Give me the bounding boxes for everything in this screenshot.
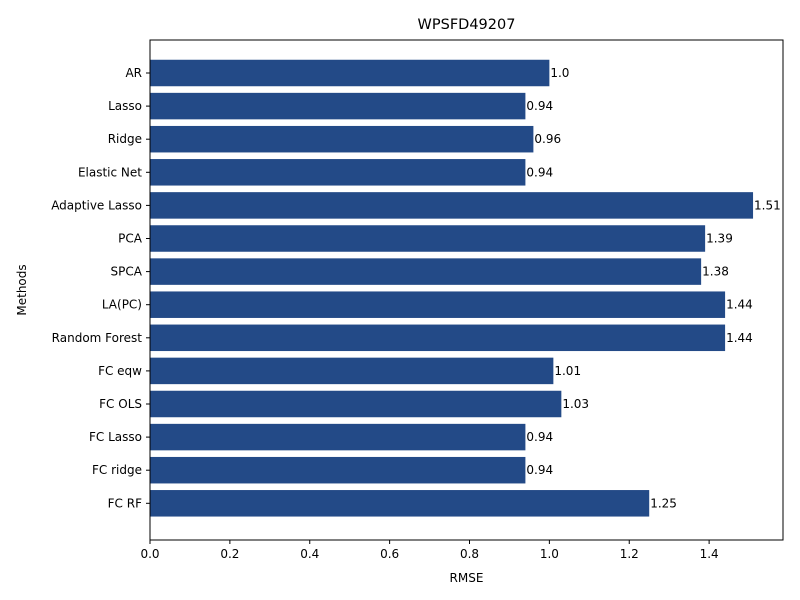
- y-axis-title: Methods: [15, 264, 29, 315]
- y-tick-label-fc-rf: FC RF: [108, 496, 142, 510]
- bar-ar: [150, 59, 550, 87]
- data-label-fc-eqw: 1.01: [554, 364, 581, 378]
- data-label-spca: 1.38: [702, 265, 729, 279]
- x-tick-label: 0.2: [220, 547, 239, 561]
- x-axis-title: RMSE: [450, 571, 484, 585]
- data-label-lasso: 0.94: [526, 99, 553, 113]
- y-tick-label-fc-lasso: FC Lasso: [89, 430, 142, 444]
- bar-pca: [150, 225, 706, 252]
- x-tick-label: 0.6: [380, 547, 399, 561]
- y-tick-label-fc-ols: FC OLS: [99, 397, 142, 411]
- y-tick-label-adaptive-lasso: Adaptive Lasso: [51, 198, 142, 212]
- data-label-ridge: 0.96: [534, 132, 561, 146]
- bar-spca: [150, 258, 702, 285]
- x-tick-label: 1.0: [540, 547, 559, 561]
- bar-fc-ridge: [150, 456, 526, 484]
- y-tick-label-fc-eqw: FC eqw: [98, 364, 142, 378]
- x-tick-label: 1.4: [700, 547, 719, 561]
- data-label-ar: 1.0: [550, 66, 569, 80]
- bar-fc-lasso: [150, 423, 526, 451]
- bar-ridge: [150, 125, 534, 153]
- data-label-fc-ridge: 0.94: [526, 463, 553, 477]
- data-label-random-forest: 1.44: [726, 331, 753, 345]
- y-tick-label-random-forest: Random Forest: [52, 331, 143, 345]
- y-tick-label-lasso: Lasso: [108, 99, 142, 113]
- data-label-la-pc: 1.44: [726, 298, 753, 312]
- y-tick-label-spca: SPCA: [111, 265, 143, 279]
- data-label-elastic-net: 0.94: [526, 165, 553, 179]
- bar-fc-ols: [150, 390, 562, 418]
- bar-fc-eqw: [150, 357, 554, 385]
- bar-adaptive-lasso: [150, 192, 754, 219]
- bar-la-pc: [150, 291, 726, 318]
- y-tick-label-pca: PCA: [118, 232, 143, 246]
- x-tick-label: 0.8: [460, 547, 479, 561]
- x-tick-label: 0.4: [300, 547, 319, 561]
- data-label-pca: 1.39: [706, 232, 733, 246]
- bar-lasso: [150, 92, 526, 120]
- x-tick-label: 0.0: [140, 547, 159, 561]
- bar-random-forest: [150, 324, 726, 352]
- y-tick-label-la-pc: LA(PC): [102, 298, 142, 312]
- y-tick-label-ar: AR: [125, 66, 142, 80]
- data-label-fc-lasso: 0.94: [526, 430, 553, 444]
- x-ticks: 0.0 0.2 0.4 0.6 0.8 1.0 1.2 1.4: [140, 540, 719, 561]
- y-tick-label-elastic-net: Elastic Net: [78, 165, 142, 179]
- y-tick-label-ridge: Ridge: [108, 132, 142, 146]
- data-label-fc-rf: 1.25: [650, 496, 677, 510]
- data-label-fc-ols: 1.03: [562, 397, 589, 411]
- y-tick-labels: AR Lasso Ridge Elastic Net Adaptive Lasso PCA…: [51, 66, 150, 510]
- chart-title: WPSFD49207: [418, 17, 516, 33]
- data-label-adaptive-lasso: 1.51: [754, 198, 781, 212]
- y-tick-label-fc-ridge: FC ridge: [92, 463, 142, 477]
- plot-frame: [149, 39, 784, 541]
- bar-fc-rf: [150, 490, 650, 517]
- bar-elastic-net: [150, 159, 526, 186]
- bars-group: 1.0 0.94 0.96 0.94 1.51 1.39 1.38 1.44 1.44 1.01 1…: [150, 59, 781, 517]
- x-tick-label: 1.2: [620, 547, 639, 561]
